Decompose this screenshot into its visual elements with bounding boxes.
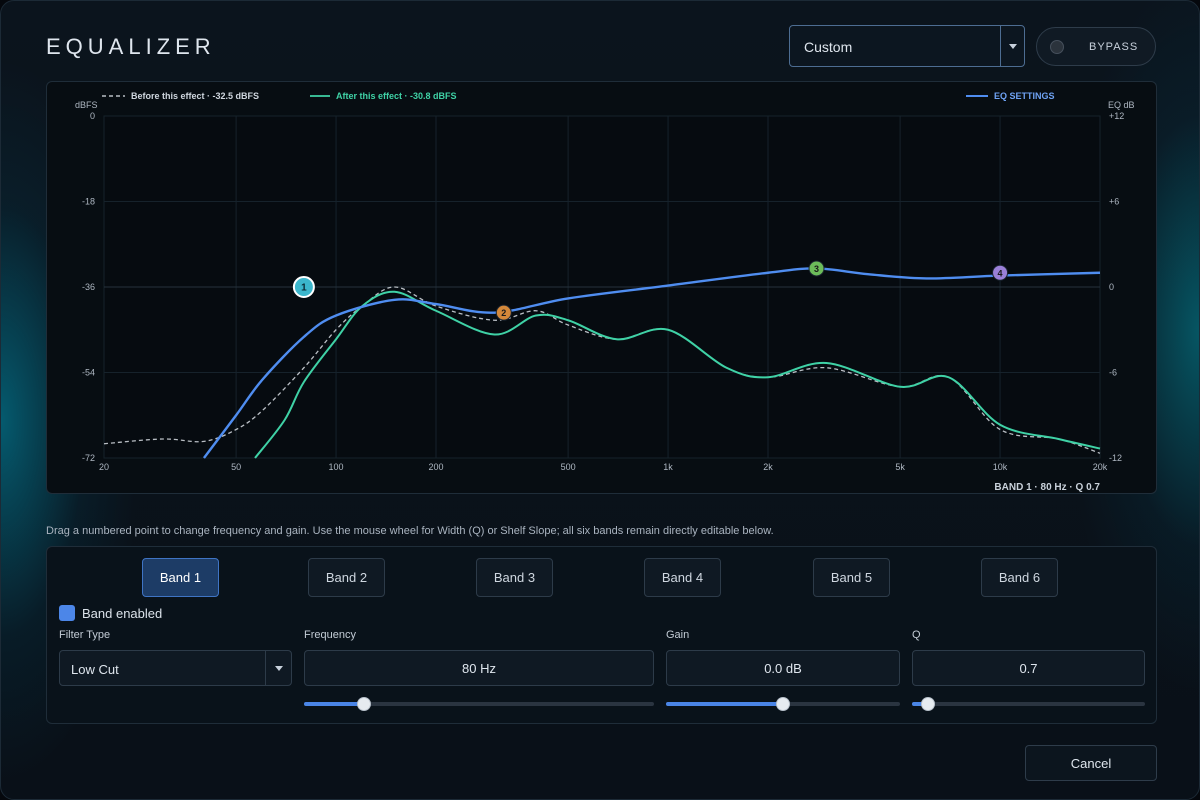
band-3-button[interactable]: Band 3 (476, 558, 553, 597)
bypass-label: BYPASS (1089, 41, 1139, 53)
eq-point-3[interactable]: 3 (808, 260, 825, 277)
series-line-after (254, 290, 1101, 459)
eq-point-1[interactable]: 1 (292, 276, 315, 298)
legend-after-label: After this effect · -30.8 dBFS (336, 91, 457, 101)
eq-point-4[interactable]: 4 (992, 264, 1009, 281)
filter-type-select[interactable]: Low Cut (59, 650, 292, 686)
eq-db-tick-label: -12 (1109, 453, 1122, 463)
graph-curves (103, 267, 1101, 459)
eq-point-label: 4 (998, 268, 1003, 278)
freq-tick-label: 200 (428, 462, 443, 472)
eq-point-label: 3 (814, 264, 819, 274)
dbfs-tick-label: -72 (82, 453, 95, 463)
bypass-toggle[interactable]: BYPASS (1036, 27, 1156, 66)
q-slider[interactable] (912, 697, 1145, 711)
freq-tick-label: 20k (1093, 462, 1108, 472)
dbfs-tick-label: -54 (82, 368, 95, 378)
band-2-button[interactable]: Band 2 (308, 558, 385, 597)
slider-thumb[interactable] (356, 697, 371, 711)
eq-graph-svg[interactable]: Before this effect · -32.5 dBFS After thi… (47, 82, 1157, 494)
band-enabled-checkbox[interactable] (59, 605, 75, 621)
freq-tick-label: 500 (561, 462, 576, 472)
eq-db-tick-label: 0 (1109, 282, 1114, 292)
slider-track (912, 702, 1145, 706)
checkmark-icon (62, 609, 72, 618)
eq-point-label: 1 (301, 283, 307, 294)
right-axis-unit: EQ dB (1108, 100, 1135, 110)
frequency-slider[interactable] (304, 697, 654, 711)
eq-graph[interactable]: Before this effect · -32.5 dBFS After thi… (46, 81, 1157, 494)
eq-db-tick-label: +6 (1109, 197, 1119, 207)
page-title: EQUALIZER (46, 34, 216, 59)
eq-point-2[interactable]: 2 (495, 304, 512, 321)
graph-legend: Before this effect · -32.5 dBFS After thi… (102, 91, 1055, 101)
graph-grid (103, 115, 1101, 459)
slider-fill (304, 702, 364, 706)
dbfs-tick-label: -18 (82, 197, 95, 207)
slider-thumb[interactable] (921, 697, 936, 711)
band-5-button[interactable]: Band 5 (813, 558, 890, 597)
eq-point-label: 2 (501, 308, 506, 318)
preset-dropdown[interactable]: Custom (789, 25, 1025, 67)
cancel-button[interactable]: Cancel (1025, 745, 1157, 781)
band-1-button[interactable]: Band 1 (142, 558, 219, 597)
dbfs-tick-label: -36 (82, 282, 95, 292)
freq-tick-label: 20 (99, 462, 109, 472)
chevron-down-icon[interactable] (265, 651, 291, 685)
legend-before-label: Before this effect · -32.5 dBFS (131, 91, 259, 101)
gain-input[interactable]: 0.0 dB (666, 650, 900, 686)
graph-ticks: 20 50 100 200 500 1k 2k 5k 10k 20k 0 +12 -18 +6 -36 0 -5… (75, 100, 1135, 472)
instructions-text: Drag a numbered point to change frequenc… (46, 525, 774, 537)
band-4-button[interactable]: Band 4 (644, 558, 721, 597)
band-enabled-label: Band enabled (82, 606, 163, 621)
chevron-down-icon[interactable] (1000, 26, 1024, 66)
slider-thumb[interactable] (776, 697, 790, 711)
band-editor-panel: Band 1 Band 2 Band 3 Band 4 Band 5 Band … (46, 546, 1157, 724)
legend-eq-label: EQ SETTINGS (994, 91, 1055, 101)
q-label: Q (912, 629, 921, 641)
freq-tick-label: 50 (231, 462, 241, 472)
filter-type-label: Filter Type (59, 629, 111, 641)
slider-fill (666, 702, 783, 706)
series-line-eq (202, 267, 1101, 459)
bypass-indicator-icon (1050, 40, 1064, 54)
eq-point-handle (992, 264, 1009, 281)
gain-label: Gain (666, 629, 690, 641)
q-input[interactable]: 0.7 (912, 650, 1145, 686)
freq-tick-label: 2k (763, 462, 773, 472)
eq-db-tick-label: +12 (1109, 111, 1124, 121)
eq-db-tick-label: -6 (1109, 368, 1117, 378)
slider-track (304, 702, 654, 706)
slider-fill (912, 702, 929, 706)
eq-point-handle (292, 276, 315, 298)
gain-slider[interactable] (666, 697, 900, 711)
dbfs-tick-label: 0 (90, 111, 95, 121)
eq-point-handle (808, 260, 825, 277)
filter-type-value: Low Cut (71, 662, 119, 677)
eq-point-handle (495, 304, 512, 321)
left-axis-unit: dBFS (75, 100, 98, 110)
selected-band-readout: BAND 1 · 80 Hz · Q 0.7 (994, 482, 1100, 493)
graph-points: 1 2 3 4 (292, 260, 1009, 321)
freq-tick-label: 5k (895, 462, 905, 472)
freq-tick-label: 10k (993, 462, 1008, 472)
preset-value: Custom (804, 39, 853, 55)
frequency-input[interactable]: 80 Hz (304, 650, 654, 686)
freq-tick-label: 100 (329, 462, 344, 472)
freq-tick-label: 1k (663, 462, 673, 472)
frequency-label: Frequency (304, 629, 356, 641)
band-6-button[interactable]: Band 6 (981, 558, 1058, 597)
